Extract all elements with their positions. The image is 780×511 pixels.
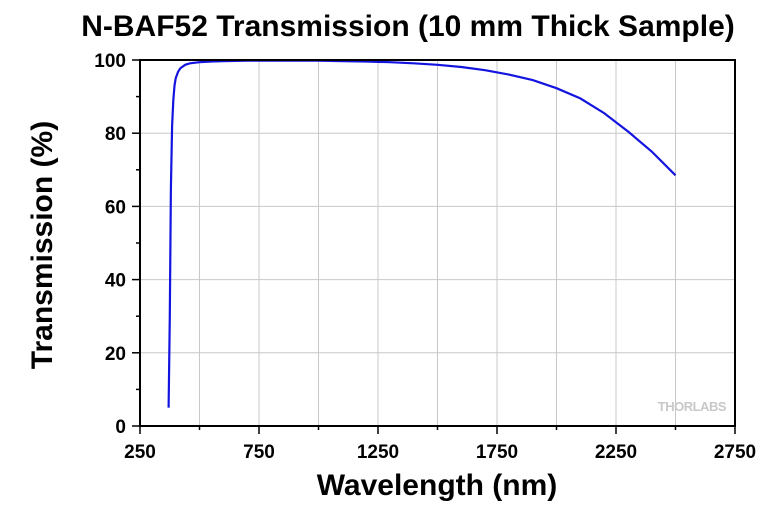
grid-lines: [140, 60, 735, 426]
x-axis-label: Wavelength (nm): [317, 469, 558, 502]
thorlabs-watermark: THORLABS: [658, 399, 727, 414]
series-layer: [167, 59, 677, 408]
y-tick-label: 40: [105, 271, 126, 292]
y-tick-label: 0: [115, 417, 126, 438]
y-tick-label: 100: [94, 51, 126, 72]
x-tick-label: 1250: [357, 442, 399, 463]
axis-ticks: [132, 59, 736, 434]
x-tick-label: 1750: [476, 442, 518, 463]
y-axis-label: Transmission (%): [26, 121, 59, 369]
x-tick-label: 750: [243, 442, 275, 463]
y-tick-label: 20: [105, 344, 126, 365]
x-tick-label: 250: [124, 442, 156, 463]
y-tick-label: 80: [105, 124, 126, 145]
x-tick-label: 2250: [595, 442, 637, 463]
transmission-series-line: [167, 59, 677, 408]
chart-title: N-BAF52 Transmission (10 mm Thick Sample…: [81, 10, 735, 43]
x-tick-label: 2750: [714, 442, 756, 463]
tick-labels: 250 750 1250 1750 2250 2750 0 20 40 60 80 100: [94, 51, 756, 463]
y-tick-label: 60: [105, 197, 126, 218]
